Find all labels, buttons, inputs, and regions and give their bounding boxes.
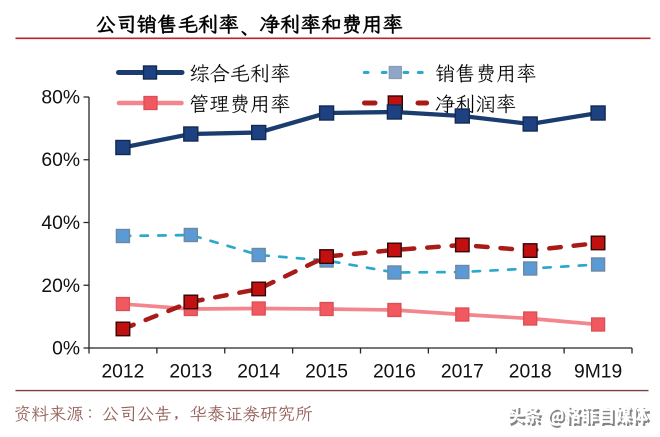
svg-text:20%: 20% <box>41 276 80 297</box>
svg-text:2014: 2014 <box>237 362 280 383</box>
svg-text:9M19: 9M19 <box>574 362 622 383</box>
svg-text:2015: 2015 <box>305 362 348 383</box>
svg-text:2012: 2012 <box>101 362 144 383</box>
svg-text:0%: 0% <box>52 339 80 360</box>
svg-text:80%: 80% <box>41 88 80 109</box>
svg-text:60%: 60% <box>41 150 80 171</box>
svg-text:2016: 2016 <box>373 362 416 383</box>
svg-text:2013: 2013 <box>169 362 212 383</box>
svg-text:40%: 40% <box>41 213 80 234</box>
svg-text:2017: 2017 <box>441 362 484 383</box>
svg-text:2018: 2018 <box>509 362 552 383</box>
